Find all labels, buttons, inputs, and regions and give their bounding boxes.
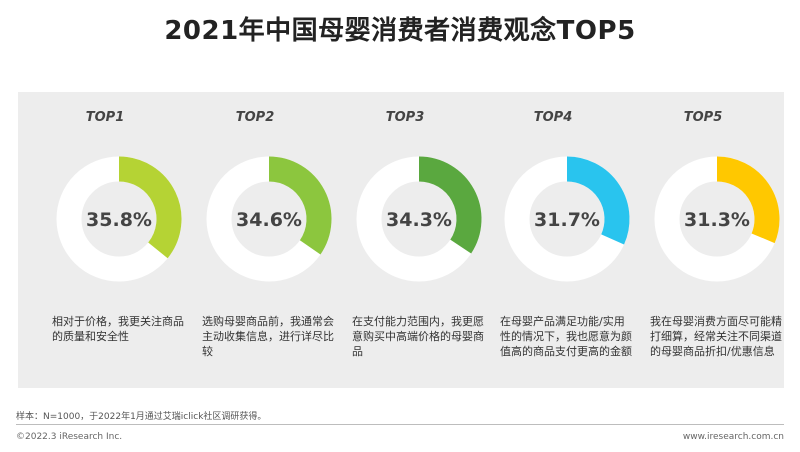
card-top4: TOP4 31.7% 在母婴产品满足功能/实用性的情况下，我也愿意为颜值高的商品… [488, 92, 638, 388]
donut-chart-top1: 35.8% [56, 156, 182, 282]
description: 相对于价格，我更关注商品的质量和安全性 [52, 315, 184, 343]
value-label: 34.3% [386, 209, 452, 231]
donut-segment [118, 156, 182, 259]
value-label: 31.7% [534, 209, 600, 231]
description: 我在母婴消费方面尽可能精打细算，经常关注不同渠道的母婴商品折扣/优惠信息 [650, 315, 782, 358]
description: 选购母婴商品前，我通常会主动收集信息，进行详尽比较 [202, 315, 334, 358]
rank-label: TOP5 [683, 110, 723, 125]
donut-segment [566, 156, 630, 245]
rank-label: TOP2 [235, 110, 275, 125]
donut-chart-top3: 34.3% [356, 156, 482, 282]
description: 在支付能力范围内，我更愿意购买中高端价格的母婴商品 [352, 315, 484, 358]
footer-divider [16, 424, 784, 425]
value-label: 34.6% [236, 209, 302, 231]
card-top3: TOP3 34.3% 在支付能力范围内，我更愿意购买中高端价格的母婴商品 [340, 92, 490, 388]
rank-label: TOP3 [385, 110, 425, 125]
donut-segment [716, 156, 780, 244]
description: 在母婴产品满足功能/实用性的情况下，我也愿意为颜值高的商品支付更高的金额 [500, 315, 632, 358]
value-label: 31.3% [684, 209, 750, 231]
card-top2: TOP2 34.6% 选购母婴商品前，我通常会主动收集信息，进行详尽比较 [190, 92, 340, 388]
donut-chart-top4: 31.7% [504, 156, 630, 282]
copyright: ©2022.3 iResearch Inc. [16, 432, 123, 442]
sample-note: 样本：N=1000，于2022年1月通过艾瑞iclick社区调研获得。 [16, 412, 267, 422]
rank-label: TOP4 [533, 110, 573, 125]
chart-panel: TOP1 35.8% 相对于价格，我更关注商品的质量和安全性 TOP2 34.6… [18, 92, 784, 388]
website-link[interactable]: www.iresearch.com.cn [682, 432, 784, 442]
donut-segment [418, 156, 482, 254]
chart-title: 2021年中国母婴消费者消费观念TOP5 [164, 16, 636, 46]
donut-chart-top2: 34.6% [206, 156, 332, 282]
donut-segment [268, 156, 332, 255]
donut-chart-top5: 31.3% [654, 156, 780, 282]
card-top1: TOP1 35.8% 相对于价格，我更关注商品的质量和安全性 [40, 92, 190, 388]
rank-label: TOP1 [85, 110, 125, 125]
value-label: 35.8% [86, 209, 152, 231]
card-top5: TOP5 31.3% 我在母婴消费方面尽可能精打细算，经常关注不同渠道的母婴商品… [638, 92, 788, 388]
